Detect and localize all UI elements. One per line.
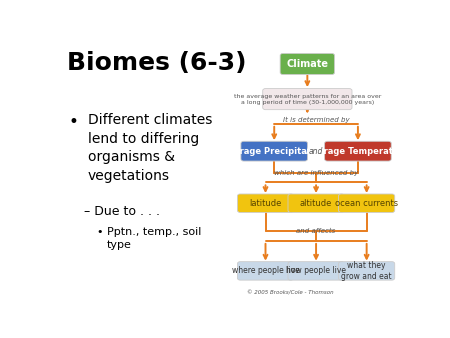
- Text: ocean currents: ocean currents: [335, 199, 398, 208]
- FancyBboxPatch shape: [280, 53, 334, 74]
- Text: latitude: latitude: [249, 199, 282, 208]
- Text: It is determined by: It is determined by: [283, 117, 349, 123]
- Text: Biomes (6-3): Biomes (6-3): [67, 51, 246, 75]
- Text: how people live: how people live: [286, 266, 346, 275]
- Text: Average Temperature: Average Temperature: [306, 147, 410, 156]
- FancyBboxPatch shape: [241, 141, 307, 161]
- FancyBboxPatch shape: [263, 89, 352, 110]
- Text: Different climates
lend to differing
organisms &
vegetations: Different climates lend to differing org…: [88, 114, 212, 183]
- Text: Average Precipitation: Average Precipitation: [222, 147, 326, 156]
- Text: Climate: Climate: [286, 59, 328, 69]
- Text: •: •: [96, 227, 103, 237]
- Text: where people live: where people live: [232, 266, 299, 275]
- Text: – Due to . . .: – Due to . . .: [84, 204, 160, 218]
- FancyBboxPatch shape: [338, 262, 395, 280]
- FancyBboxPatch shape: [324, 141, 391, 161]
- Text: and: and: [309, 147, 323, 156]
- Text: the average weather patterns for an area over
a long period of time (30-1,000,00: the average weather patterns for an area…: [234, 94, 381, 105]
- Text: and affects: and affects: [297, 228, 336, 234]
- Text: © 2005 Brooks/Cole - Thomson: © 2005 Brooks/Cole - Thomson: [247, 290, 333, 296]
- Text: •: •: [68, 114, 78, 131]
- Text: altitude: altitude: [300, 199, 332, 208]
- FancyBboxPatch shape: [288, 262, 344, 280]
- Text: what they
grow and eat: what they grow and eat: [341, 261, 392, 281]
- Text: Pptn., temp., soil
type: Pptn., temp., soil type: [107, 227, 201, 250]
- FancyBboxPatch shape: [338, 194, 395, 213]
- FancyBboxPatch shape: [238, 194, 293, 213]
- FancyBboxPatch shape: [238, 262, 293, 280]
- FancyBboxPatch shape: [288, 194, 344, 213]
- Text: which are influenced by: which are influenced by: [274, 170, 358, 176]
